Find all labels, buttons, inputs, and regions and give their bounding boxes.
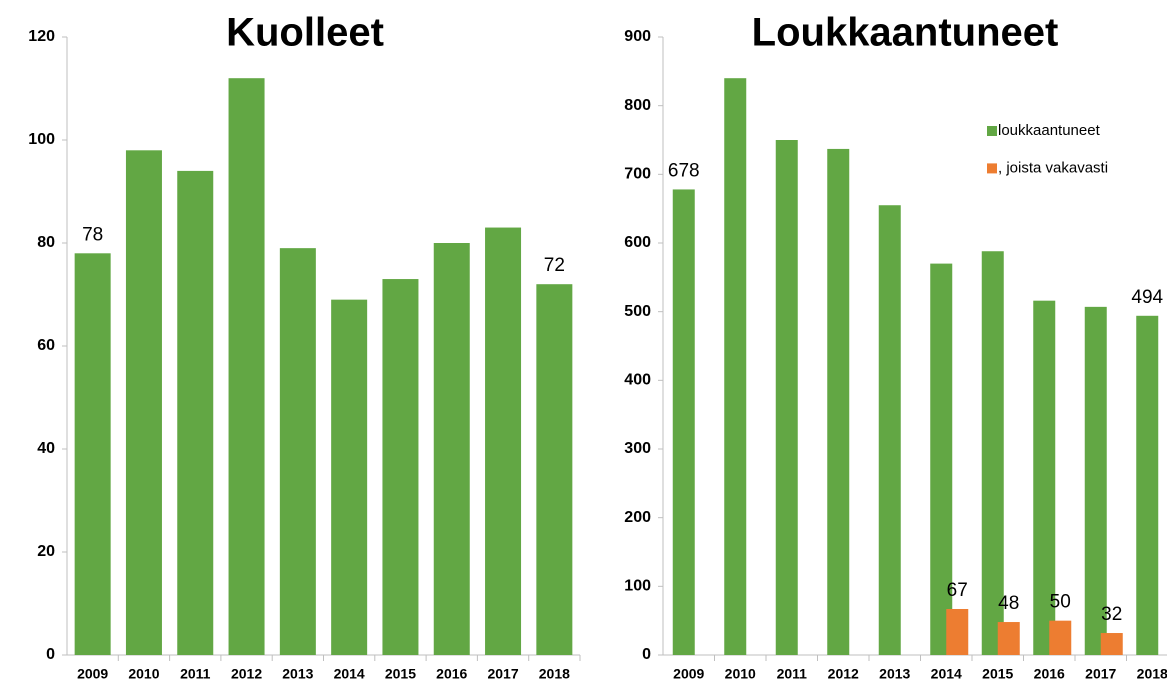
bar xyxy=(125,150,162,656)
legend-label: , joista vakavasti xyxy=(998,159,1108,176)
x-tick-label: 2012 xyxy=(828,666,859,682)
y-tick-label: 800 xyxy=(624,97,651,114)
x-tick-label: 2016 xyxy=(436,666,467,682)
data-label: 78 xyxy=(82,224,103,245)
bar xyxy=(724,78,747,655)
bar xyxy=(485,227,522,656)
x-tick-label: 2010 xyxy=(128,666,159,682)
x-tick-label: 2011 xyxy=(180,666,211,682)
x-tick-label: 2012 xyxy=(231,666,262,682)
bar xyxy=(997,622,1020,655)
data-label: 48 xyxy=(998,593,1019,614)
x-tick-label: 2015 xyxy=(982,666,1013,682)
x-tick-label: 2009 xyxy=(673,666,704,682)
x-tick-label: 2014 xyxy=(334,666,365,682)
y-tick-label: 120 xyxy=(28,28,55,45)
y-tick-label: 700 xyxy=(624,166,651,183)
data-label: 494 xyxy=(1131,287,1163,308)
bar xyxy=(930,263,953,655)
bar xyxy=(433,243,470,655)
y-tick-label: 80 xyxy=(37,234,55,251)
bar xyxy=(228,78,265,655)
data-label: 50 xyxy=(1050,592,1071,613)
y-tick-label: 100 xyxy=(624,578,651,595)
y-tick-label: 100 xyxy=(28,131,55,148)
y-tick-label: 300 xyxy=(624,440,651,457)
y-tick-label: 900 xyxy=(624,28,651,45)
bar xyxy=(1049,620,1072,655)
legend-label: loukkaantuneet xyxy=(998,122,1101,139)
data-label: 67 xyxy=(947,580,968,601)
chart-title: Kuolleet xyxy=(226,11,384,55)
chart-title: Loukkaantuneet xyxy=(752,11,1059,55)
bar xyxy=(981,251,1004,656)
x-tick-label: 2010 xyxy=(725,666,756,682)
x-tick-label: 2016 xyxy=(1034,666,1065,682)
bar xyxy=(672,189,695,655)
legend-swatch xyxy=(987,163,997,174)
x-tick-label: 2013 xyxy=(879,666,910,682)
bar xyxy=(878,205,901,655)
bar xyxy=(1136,315,1159,655)
bar xyxy=(177,170,214,655)
y-tick-label: 0 xyxy=(46,646,55,663)
x-tick-label: 2015 xyxy=(385,666,416,682)
bar xyxy=(279,248,316,655)
y-tick-label: 40 xyxy=(37,440,55,457)
bar xyxy=(946,608,969,655)
data-label: 72 xyxy=(544,255,565,276)
legend-swatch xyxy=(987,126,997,136)
x-tick-label: 2017 xyxy=(1085,666,1116,682)
bar xyxy=(382,279,419,655)
bar xyxy=(1084,306,1107,655)
x-tick-label: 2014 xyxy=(931,666,962,682)
bar xyxy=(536,284,573,655)
y-tick-label: 0 xyxy=(642,646,651,663)
x-tick-label: 2011 xyxy=(777,666,808,682)
bar xyxy=(74,253,111,656)
bar xyxy=(1100,633,1123,655)
y-tick-label: 60 xyxy=(37,337,55,354)
y-tick-label: 500 xyxy=(624,303,651,320)
x-tick-label: 2018 xyxy=(539,666,570,682)
y-tick-label: 400 xyxy=(624,372,651,389)
bar xyxy=(331,299,368,655)
y-tick-label: 600 xyxy=(624,234,651,251)
y-tick-label: 200 xyxy=(624,509,651,526)
bar xyxy=(1033,300,1056,655)
x-tick-label: 2018 xyxy=(1137,666,1167,682)
y-tick-label: 20 xyxy=(37,543,55,560)
data-label: 32 xyxy=(1101,604,1122,625)
x-tick-label: 2013 xyxy=(282,666,313,682)
bar xyxy=(775,140,798,655)
data-label: 678 xyxy=(668,160,700,181)
bar xyxy=(827,148,850,655)
x-tick-label: 2017 xyxy=(487,666,518,682)
x-tick-label: 2009 xyxy=(77,666,108,682)
